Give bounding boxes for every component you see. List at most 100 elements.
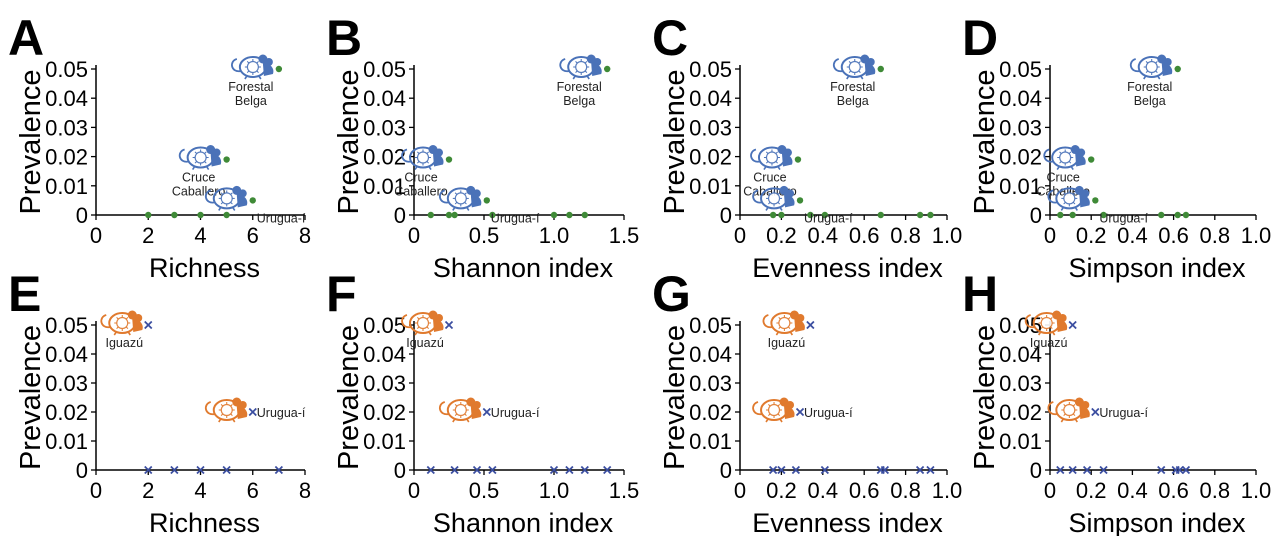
virus-spike [116,316,119,320]
mouse-leg [777,166,781,170]
data-point [144,465,153,475]
virus-spike [1145,70,1149,74]
virus-spike [464,403,467,407]
mouse-head [132,319,143,332]
cross-stroke [549,465,559,475]
data-point [444,320,454,330]
x-tick-label: 0 [90,478,102,503]
virus-spike [584,60,588,64]
mouse-tail [1129,58,1140,73]
panel-label: D [962,10,998,66]
y-tick-label: 0.01 [689,429,732,454]
data-point [794,156,802,163]
panel-label: G [652,266,691,322]
virus-spike [1040,316,1044,320]
data-point [1158,211,1165,219]
virus-spike [220,192,224,195]
data-point [451,211,458,219]
virus-spike [1059,161,1062,164]
y-tick-label: 0.01 [363,174,406,199]
virus-spike [1063,403,1066,407]
x-axis-label: Simpson index [1068,253,1246,283]
x-tick-label: 0.5 [469,478,500,503]
data-point [196,465,205,475]
virus-spike [256,70,259,74]
mouse-leg [244,75,248,80]
mouse-icon [204,397,248,423]
mouse-leg [258,75,262,80]
x-tick-label: 8 [299,223,311,248]
y-axis-label: Prevalence [15,325,47,470]
cross-stroke [806,320,815,330]
x-tick-label: 1.0 [932,478,963,503]
x-tick-label: 0.2 [1076,223,1107,248]
cross-stroke [450,465,459,475]
mouse-tail [401,148,412,163]
mouse-icon [1047,397,1090,423]
cross-stroke [926,465,935,475]
virus-icon [765,151,779,164]
mouse-leg [428,166,432,170]
virus-spike [1040,326,1044,330]
virus-spike [426,316,430,320]
y-tick-label: 0.02 [363,400,406,425]
site-label: Belga [563,94,595,108]
y-tick-label: 0 [720,203,732,228]
virus-icon [454,192,467,205]
x-tick-label: 4 [194,223,206,248]
data-point [1175,465,1184,475]
mouse-leg [860,75,864,80]
y-tick-label: 0.04 [45,342,88,367]
virus-icon [848,60,861,74]
y-tick-label: 0.01 [45,174,88,199]
y-tick-label: 0.02 [689,400,732,425]
x-tick-label: 0.8 [890,223,921,248]
y-tick-label: 0.03 [363,371,406,396]
y-tick-label: 0 [720,458,732,483]
mouse-head [470,406,482,419]
data-point [769,211,777,219]
mouse-tail [401,314,412,329]
mouse-icon [750,145,793,170]
virus-spike [1072,413,1076,417]
y-tick-label: 0.05 [45,57,88,82]
data-point [426,465,435,475]
site-label: Urugua-í [257,406,306,420]
x-tick-label: 0 [734,223,746,248]
cross-stroke [795,407,805,417]
data-point [171,211,178,219]
y-tick-label: 0.03 [999,115,1042,140]
virus-icon [454,403,467,417]
virus-spike [194,151,198,154]
site-label: Caballero [172,185,226,199]
y-tick-label: 0.03 [363,115,406,140]
mouse-leg [763,166,767,170]
virus-spike [787,316,791,320]
virus-spike [416,151,420,154]
virus-icon [220,192,233,205]
mouse-leg [1056,166,1060,170]
x-tick-label: 6 [247,478,259,503]
data-point [275,65,283,73]
virus-spike [775,161,778,164]
mouse-leg [1060,418,1064,423]
x-axis-label: Richness [149,253,260,283]
y-tick-label: 0.05 [999,57,1042,82]
x-tick-label: 0.2 [766,478,797,503]
data-point [197,211,204,219]
mouse-tail [231,58,242,73]
data-point [1100,211,1107,219]
mouse-head [1075,153,1086,167]
virus-spike [204,151,207,154]
virus-spike [116,326,119,330]
virus-icon [767,403,781,417]
y-tick-label: 0.01 [999,174,1042,199]
mouse-head [236,406,248,419]
mouse-leg [846,75,850,80]
virus-spike [858,60,861,64]
data-point [1068,320,1077,330]
cross-stroke [248,407,257,417]
virus-spike [220,413,224,417]
